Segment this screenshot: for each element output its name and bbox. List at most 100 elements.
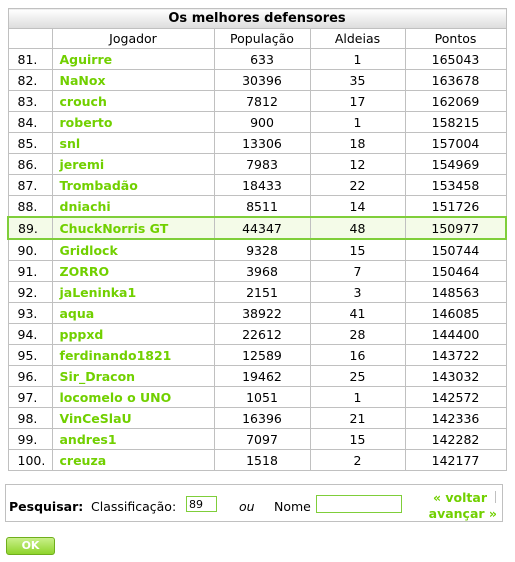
- back-link[interactable]: « voltar: [432, 490, 487, 505]
- player-link[interactable]: ZORRO: [51, 260, 215, 282]
- player-link[interactable]: Gridlock: [51, 238, 215, 261]
- player-link[interactable]: roberto: [51, 111, 215, 133]
- header-points: Pontos: [404, 28, 507, 49]
- header-villages: Aldeias: [309, 28, 406, 49]
- points-cell: 151726: [404, 195, 507, 218]
- player-link[interactable]: VinCeSlaU: [51, 407, 215, 429]
- table-row: 94. pppxd 22612 28 144400: [7, 323, 507, 345]
- player-link[interactable]: jaLeninka1: [51, 281, 215, 303]
- points-cell: 157004: [404, 132, 507, 154]
- points-cell: 143032: [404, 365, 507, 387]
- search-label: Pesquisar:: [9, 499, 84, 514]
- player-link[interactable]: creuza: [51, 449, 215, 471]
- table-row: 100. creuza 1518 2 142177: [7, 449, 507, 471]
- villages-cell: 22: [309, 174, 406, 196]
- rank-cell: 96.: [7, 365, 53, 387]
- player-link[interactable]: NaNox: [51, 69, 215, 91]
- player-link[interactable]: aqua: [51, 302, 215, 324]
- rank-cell: 97.: [7, 386, 53, 408]
- table-row: 84. roberto 900 1 158215: [7, 111, 507, 133]
- table-row: 90. Gridlock 9328 15 150744: [7, 238, 507, 261]
- search-bar: Pesquisar: Classificação: ou Nome « volt…: [5, 484, 503, 522]
- villages-cell: 25: [309, 365, 406, 387]
- villages-cell: 16: [309, 344, 406, 366]
- population-cell: 12589: [213, 344, 311, 366]
- rank-cell: 91.: [7, 260, 53, 282]
- population-cell: 7097: [213, 428, 311, 450]
- points-cell: 150744: [404, 238, 507, 261]
- rank-cell: 81.: [7, 48, 53, 70]
- player-link[interactable]: pppxd: [51, 323, 215, 345]
- name-search-input[interactable]: [316, 495, 402, 513]
- player-link[interactable]: dniachi: [51, 195, 215, 218]
- villages-cell: 3: [309, 281, 406, 303]
- points-cell: 162069: [404, 90, 507, 112]
- table-row: 82. NaNox 30396 35 163678: [7, 69, 507, 91]
- population-cell: 16396: [213, 407, 311, 429]
- points-cell: 150977: [404, 216, 508, 240]
- player-link[interactable]: ChuckNorris GT: [51, 216, 215, 240]
- points-cell: 142572: [404, 386, 507, 408]
- points-cell: 144400: [404, 323, 507, 345]
- player-link[interactable]: crouch: [51, 90, 215, 112]
- villages-cell: 15: [309, 238, 406, 261]
- rank-search-input[interactable]: [186, 496, 217, 512]
- points-cell: 154969: [404, 153, 507, 175]
- table-row: 92. jaLeninka1 2151 3 148563: [7, 281, 507, 303]
- player-link[interactable]: ferdinando1821: [51, 344, 215, 366]
- rank-cell: 86.: [7, 153, 53, 175]
- villages-cell: 12: [309, 153, 406, 175]
- population-cell: 900: [213, 111, 311, 133]
- villages-cell: 18: [309, 132, 406, 154]
- rank-cell: 82.: [7, 69, 53, 91]
- population-cell: 633: [213, 48, 311, 70]
- table-row: 91. ZORRO 3968 7 150464: [7, 260, 507, 282]
- points-cell: 142336: [404, 407, 507, 429]
- villages-cell: 7: [309, 260, 406, 282]
- header-population: População: [213, 28, 311, 49]
- villages-cell: 1: [309, 48, 406, 70]
- player-link[interactable]: snl: [51, 132, 215, 154]
- player-link[interactable]: jeremi: [51, 153, 215, 175]
- rankings-table: Os melhores defensores Jogador População…: [7, 8, 508, 471]
- villages-cell: 21: [309, 407, 406, 429]
- forward-link[interactable]: avançar »: [428, 506, 497, 521]
- rank-search-label: Classificação:: [91, 499, 177, 514]
- population-cell: 38922: [213, 302, 311, 324]
- points-cell: 150464: [404, 260, 507, 282]
- or-label: ou: [239, 499, 255, 514]
- link-separator: [495, 491, 496, 503]
- player-link[interactable]: Aguirre: [51, 48, 215, 70]
- villages-cell: 35: [309, 69, 406, 91]
- player-link[interactable]: locomelo o UNO: [51, 386, 215, 408]
- rank-cell: 93.: [7, 302, 53, 324]
- population-cell: 7812: [213, 90, 311, 112]
- population-cell: 9328: [213, 238, 311, 261]
- table-row: 85. snl 13306 18 157004: [7, 132, 507, 154]
- points-cell: 146085: [404, 302, 507, 324]
- table-row: 99. andres1 7097 15 142282: [7, 428, 507, 450]
- player-link[interactable]: Trombadão: [51, 174, 215, 196]
- ok-button[interactable]: OK: [6, 537, 55, 555]
- rank-cell: 87.: [7, 174, 53, 196]
- player-link[interactable]: Sir_Dracon: [51, 365, 215, 387]
- table-title: Os melhores defensores: [7, 8, 507, 29]
- table-row: 88. dniachi 8511 14 151726: [7, 195, 507, 218]
- table-row: 89. ChuckNorris GT 44347 48 150977: [7, 216, 508, 240]
- rankings-body: 81. Aguirre 633 1 165043 82. NaNox 30396 35 16367…: [7, 48, 508, 471]
- rank-cell: 88.: [7, 195, 53, 218]
- villages-cell: 14: [309, 195, 406, 218]
- rank-cell: 85.: [7, 132, 53, 154]
- points-cell: 163678: [404, 69, 507, 91]
- rank-cell: 83.: [7, 90, 53, 112]
- rank-cell: 100.: [7, 449, 53, 471]
- table-row: 86. jeremi 7983 12 154969: [7, 153, 507, 175]
- points-cell: 158215: [404, 111, 507, 133]
- rank-cell: 92.: [7, 281, 53, 303]
- villages-cell: 1: [309, 386, 406, 408]
- villages-cell: 2: [309, 449, 406, 471]
- points-cell: 142282: [404, 428, 507, 450]
- table-row: 81. Aguirre 633 1 165043: [7, 48, 507, 70]
- population-cell: 1518: [213, 449, 311, 471]
- player-link[interactable]: andres1: [51, 428, 215, 450]
